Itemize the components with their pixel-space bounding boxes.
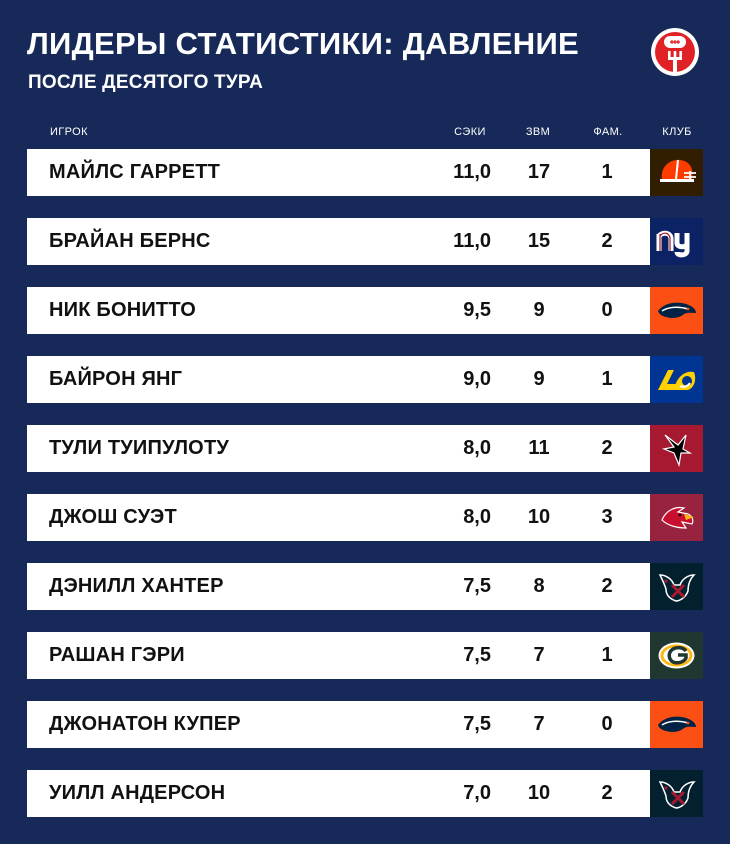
sacks-value: 7,5 bbox=[463, 713, 491, 735]
sacks-value: 11,0 bbox=[453, 161, 491, 183]
atlanta-falcons-falcon-icon bbox=[650, 425, 703, 472]
table-row: УИЛЛ АНДЕРСОН 7,0 10 2 bbox=[27, 770, 703, 817]
qb-hits-value: 10 bbox=[527, 506, 551, 528]
player-name: РАШАН ГЭРИ bbox=[49, 644, 185, 666]
column-header-club: КЛУБ bbox=[662, 126, 692, 138]
qb-hits-value: 10 bbox=[527, 782, 551, 804]
table-row: ДЭНИЛЛ ХАНТЕР 7,5 8 2 bbox=[27, 563, 703, 610]
row-background bbox=[27, 425, 650, 472]
tfl-value: 0 bbox=[601, 299, 613, 321]
table-row: РАШАН ГЭРИ 7,5 7 1 bbox=[27, 632, 703, 679]
tfl-value: 1 bbox=[601, 644, 613, 666]
tfl-value: 0 bbox=[601, 713, 613, 735]
row-background bbox=[27, 149, 650, 196]
sacks-value: 7,5 bbox=[463, 644, 491, 666]
new-york-giants-ny-icon bbox=[650, 218, 703, 265]
sacks-value: 9,0 bbox=[463, 368, 491, 390]
row-background bbox=[27, 701, 650, 748]
sacks-value: 7,5 bbox=[463, 575, 491, 597]
arizona-cardinals-bird-icon bbox=[650, 494, 703, 541]
column-header-tfl: ФАМ. bbox=[593, 126, 623, 138]
football-fork-logo-icon bbox=[650, 27, 700, 77]
player-name: БРАЙАН БЕРНС bbox=[49, 230, 211, 252]
player-name: МАЙЛС ГАРРЕТТ bbox=[49, 161, 221, 183]
row-background bbox=[27, 218, 650, 265]
player-name: ТУЛИ ТУИПУЛОТУ bbox=[49, 437, 229, 459]
qb-hits-value: 17 bbox=[527, 161, 551, 183]
tfl-value: 2 bbox=[601, 575, 613, 597]
tfl-value: 1 bbox=[601, 368, 613, 390]
sacks-value: 7,0 bbox=[463, 782, 491, 804]
qb-hits-value: 9 bbox=[533, 368, 545, 390]
denver-broncos-horse-icon bbox=[650, 701, 703, 748]
row-background bbox=[27, 287, 650, 334]
page-title: ЛИДЕРЫ СТАТИСТИКИ: ДАВЛЕНИЕ bbox=[27, 26, 580, 61]
houston-texans-bull-icon bbox=[650, 770, 703, 817]
tfl-value: 3 bbox=[601, 506, 613, 528]
los-angeles-rams-la-icon bbox=[650, 356, 703, 403]
table-row: ДЖОНАТОН КУПЕР 7,5 7 0 bbox=[27, 701, 703, 748]
green-bay-packers-g-icon bbox=[650, 632, 703, 679]
column-header-sacks: СЭКИ bbox=[454, 126, 486, 138]
player-name: ДЭНИЛЛ ХАНТЕР bbox=[49, 575, 224, 597]
player-name: НИК БОНИТТО bbox=[49, 299, 197, 321]
tfl-value: 2 bbox=[601, 437, 613, 459]
table-row: ДЖОШ СУЭТ 8,0 10 3 bbox=[27, 494, 703, 541]
qb-hits-value: 8 bbox=[533, 575, 545, 597]
qb-hits-value: 9 bbox=[533, 299, 545, 321]
table-row: ТУЛИ ТУИПУЛОТУ 8,0 11 2 bbox=[27, 425, 703, 472]
player-name: ДЖОНАТОН КУПЕР bbox=[49, 713, 241, 735]
table-row: БАЙРОН ЯНГ 9,0 9 1 bbox=[27, 356, 703, 403]
tfl-value: 2 bbox=[601, 230, 613, 252]
qb-hits-value: 15 bbox=[527, 230, 551, 252]
tfl-value: 2 bbox=[601, 782, 613, 804]
sacks-value: 11,0 bbox=[453, 230, 491, 252]
cleveland-browns-helmet-icon bbox=[650, 149, 703, 196]
sacks-value: 9,5 bbox=[463, 299, 491, 321]
page-subtitle: ПОСЛЕ ДЕСЯТОГО ТУРА bbox=[28, 72, 263, 93]
row-background bbox=[27, 563, 650, 610]
qb-hits-value: 7 bbox=[533, 644, 545, 666]
row-background bbox=[27, 632, 650, 679]
player-name: ДЖОШ СУЭТ bbox=[49, 506, 177, 528]
player-name: УИЛЛ АНДЕРСОН bbox=[49, 782, 226, 804]
table-row: БРАЙАН БЕРНС 11,0 15 2 bbox=[27, 218, 703, 265]
table-row: НИК БОНИТТО 9,5 9 0 bbox=[27, 287, 703, 334]
row-background bbox=[27, 494, 650, 541]
denver-broncos-horse-icon bbox=[650, 287, 703, 334]
column-header-qb-hits: ЗВМ bbox=[525, 126, 551, 138]
houston-texans-bull-icon bbox=[650, 563, 703, 610]
qb-hits-value: 7 bbox=[533, 713, 545, 735]
qb-hits-value: 11 bbox=[528, 437, 550, 459]
row-background bbox=[27, 770, 650, 817]
sacks-value: 8,0 bbox=[463, 506, 491, 528]
sacks-value: 8,0 bbox=[463, 437, 491, 459]
row-background bbox=[27, 356, 650, 403]
table-row: МАЙЛС ГАРРЕТТ 11,0 17 1 bbox=[27, 149, 703, 196]
tfl-value: 1 bbox=[601, 161, 613, 183]
player-name: БАЙРОН ЯНГ bbox=[49, 368, 183, 390]
column-header-player: ИГРОК bbox=[50, 126, 88, 138]
